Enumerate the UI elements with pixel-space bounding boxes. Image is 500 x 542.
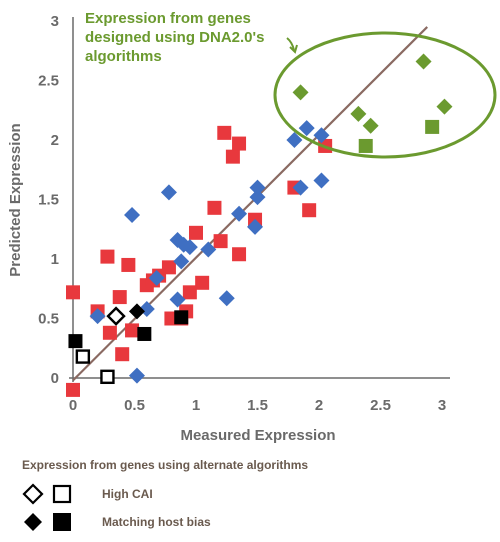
square-point (115, 347, 130, 362)
square-point (121, 257, 136, 272)
annotation-line-1: Expression from genes (85, 10, 251, 27)
diamond-point (292, 84, 309, 101)
diamond-point (350, 105, 367, 122)
square-point (137, 326, 152, 341)
data-points (66, 53, 453, 397)
diamond-point (313, 172, 330, 189)
x-tick-label: 0.5 (124, 397, 145, 414)
square-point (217, 125, 232, 140)
annotation-line-3: algorithms (85, 48, 162, 65)
square-point (161, 260, 176, 275)
diamond-point (362, 117, 379, 134)
square-point (189, 225, 203, 240)
annotation: Expression from genes designed using DNA… (85, 10, 497, 159)
square-point (232, 247, 247, 262)
square-point (68, 334, 83, 349)
x-tick-label: 3 (438, 397, 446, 414)
diamond-point (173, 253, 190, 270)
square-point (207, 200, 222, 215)
identity-line (72, 26, 429, 382)
diamond-point (247, 218, 264, 235)
diamond-point (181, 239, 198, 256)
diamond-point (298, 120, 315, 137)
legend-item-matching-host-bias: Matching host bias (22, 510, 492, 534)
diamond-point (128, 303, 145, 320)
square-point (75, 349, 91, 364)
diamond-point (415, 53, 432, 70)
diamond-point (128, 367, 145, 384)
diamond-point (292, 179, 309, 196)
y-tick-label: 0 (51, 370, 59, 387)
annotation-arrow (286, 37, 295, 51)
filled-markers-icon (24, 513, 71, 531)
legend: Expression from genes using alternate al… (22, 458, 492, 538)
square-point (112, 290, 127, 305)
diamond-point (249, 189, 266, 206)
legend-label-matching-host-bias: Matching host bias (102, 515, 211, 529)
diamond-point (436, 98, 453, 115)
x-tick-label: 2.5 (370, 397, 391, 414)
annotation-line-2: designed using DNA2.0's (85, 29, 264, 46)
square-point (66, 285, 80, 300)
y-tick-label: 1 (51, 251, 59, 268)
y-tick-label: 1.5 (38, 192, 59, 209)
x-tick-label: 1 (192, 397, 200, 414)
open-markers-icon (22, 483, 72, 505)
diamond-point (200, 241, 217, 258)
diamond-point (169, 291, 186, 308)
diamond-point (231, 205, 248, 222)
diamond-point (160, 184, 177, 201)
x-tick-label: 0 (69, 397, 77, 414)
x-tick-label: 1.5 (247, 397, 268, 414)
legend-label-high-cai: High CAI (102, 487, 153, 501)
square-point (182, 285, 197, 300)
diamond-point (218, 290, 235, 307)
diamond-point (249, 179, 266, 196)
y-axis-title: Predicted Expression (7, 123, 24, 276)
diamond-point (89, 308, 106, 325)
diamond-point (286, 132, 303, 148)
diamond-point (124, 206, 141, 223)
square-point (358, 138, 373, 153)
square-point (225, 149, 240, 164)
legend-item-high-cai: High CAI (22, 482, 492, 506)
legend-title: Expression from genes using alternate al… (22, 458, 309, 472)
y-tick-label: 0.5 (38, 311, 59, 328)
square-point (232, 136, 247, 151)
square-point (425, 119, 440, 134)
y-tick-label: 2 (51, 132, 59, 149)
square-point (66, 382, 80, 397)
diamond-point (148, 270, 165, 287)
axes: 0 0.5 1 1.5 2 2.5 3 0 0.5 1 1.5 2 2.5 3 (38, 13, 450, 414)
x-axis-title: Measured Expression (180, 427, 335, 444)
square-point (174, 310, 189, 325)
scatter-plot: 0 0.5 1 1.5 2 2.5 3 0 0.5 1 1.5 2 2.5 3 Expression fr… (7, 10, 497, 444)
square-point (100, 369, 115, 385)
y-tick-label: 3 (51, 13, 59, 30)
square-point (100, 249, 115, 264)
annotation-ellipse (273, 31, 497, 159)
square-point (213, 234, 228, 249)
diamond-point (106, 306, 126, 326)
square-point (102, 325, 117, 340)
y-tick-label: 2.5 (38, 73, 59, 90)
x-tick-label: 2 (315, 397, 323, 414)
square-point (125, 323, 140, 338)
square-point (302, 203, 317, 218)
diamond-point (313, 127, 330, 144)
annotation-arrowhead (289, 44, 298, 54)
square-point (195, 275, 210, 290)
